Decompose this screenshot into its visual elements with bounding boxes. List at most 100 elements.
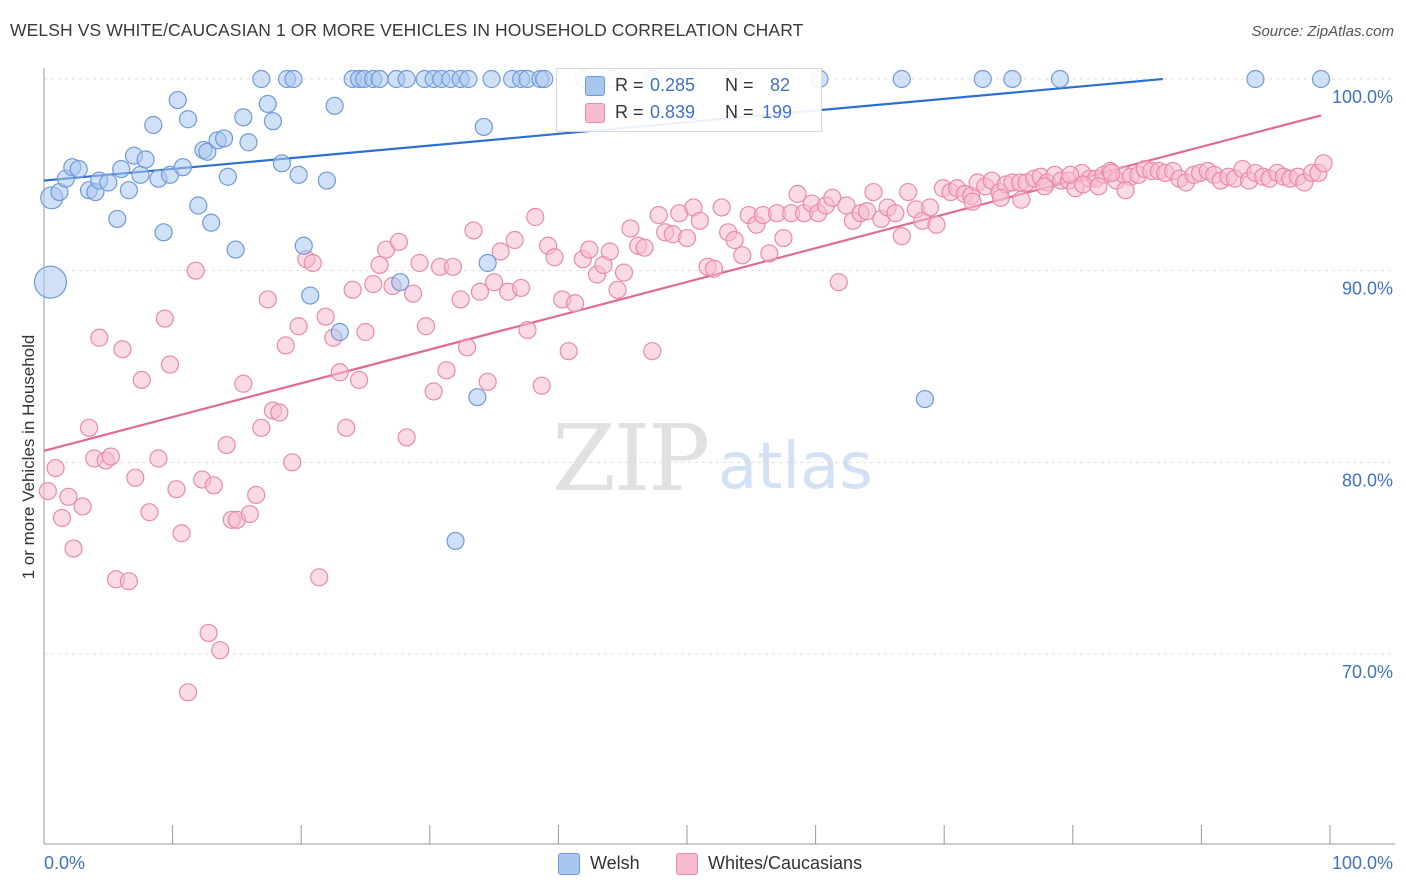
whites-point <box>410 253 429 273</box>
welsh-legend-swatch <box>558 853 580 875</box>
whites-point <box>155 309 174 328</box>
whites-point <box>52 508 72 528</box>
whites-point <box>505 230 524 250</box>
welsh-point <box>1050 69 1070 89</box>
whites-point <box>518 320 537 340</box>
series-whites-caucasians <box>38 154 1333 702</box>
welsh-point <box>112 159 131 179</box>
welsh-point <box>154 223 173 242</box>
whites-point <box>857 202 877 221</box>
whites-point <box>491 242 510 261</box>
whites-point <box>559 342 578 361</box>
whites-point <box>485 273 504 292</box>
whites-point <box>186 261 205 280</box>
whites-point <box>389 232 409 252</box>
whites-point <box>733 246 752 265</box>
whites-point <box>760 244 779 263</box>
welsh-point <box>1311 69 1331 89</box>
welsh-point <box>272 154 292 173</box>
welsh-point <box>468 388 487 407</box>
whites-point <box>424 382 443 401</box>
welsh-point <box>202 213 221 232</box>
whites-point <box>240 504 259 524</box>
whites-point <box>608 280 627 299</box>
whites-point <box>119 572 138 591</box>
whites-point <box>167 480 186 499</box>
whites-point <box>101 447 120 466</box>
whites-point <box>38 481 57 501</box>
whites-point <box>64 539 83 558</box>
whites-point <box>132 370 151 390</box>
legend-whites-n-value: 199 <box>762 102 793 122</box>
welsh-point <box>915 389 935 409</box>
x-tick-label-min: 0.0% <box>44 853 85 873</box>
y-axis-title: 1 or more Vehicles in Household <box>19 335 38 580</box>
welsh-point <box>459 69 478 89</box>
y-tick-label: 80.0% <box>1342 470 1393 490</box>
welsh-point <box>289 165 308 184</box>
source-label: Source: ZipAtlas.com <box>1251 23 1394 40</box>
welsh-point <box>325 96 344 115</box>
whites-point <box>199 623 218 643</box>
whites-point <box>566 294 585 313</box>
whites-point <box>113 340 132 359</box>
whites-point <box>397 428 416 447</box>
whites-point <box>303 253 322 273</box>
welsh-point <box>226 240 245 259</box>
legend-welsh-n-label: N = <box>725 75 754 95</box>
grid-lines <box>44 78 1395 655</box>
whites-point <box>643 342 662 361</box>
whites-point <box>899 182 918 202</box>
legend-whites-r-value: 0.839 <box>650 102 696 122</box>
whites-point <box>451 290 470 309</box>
whites-point <box>635 238 654 257</box>
whites-point <box>330 363 349 382</box>
trend-lines <box>43 77 1322 452</box>
whites-point <box>46 458 65 478</box>
whites-point <box>600 242 619 261</box>
whites-point <box>526 207 545 227</box>
welsh-point <box>136 150 155 169</box>
welsh-point <box>168 90 187 110</box>
welsh-point <box>391 273 410 292</box>
whites-point <box>545 248 564 267</box>
welsh-point <box>263 112 283 131</box>
y-tick-label: 100.0% <box>1332 87 1393 107</box>
watermark-atlas: atlas <box>718 430 873 504</box>
whites-point <box>690 211 709 230</box>
whites-point <box>532 376 551 395</box>
whites-point <box>1035 177 1054 196</box>
welsh-point <box>119 181 138 200</box>
whites-legend-label: Whites/Caucasians <box>708 853 863 873</box>
welsh-point <box>218 167 237 186</box>
whites-point <box>73 497 92 516</box>
whites-point <box>337 418 356 437</box>
whites-point <box>437 361 456 380</box>
whites-point <box>172 524 191 543</box>
whites-point <box>649 205 668 225</box>
whites-point <box>823 188 842 207</box>
welsh-point <box>252 69 271 89</box>
whites-point <box>140 503 159 522</box>
whites-point <box>178 683 198 702</box>
whites-point <box>991 188 1010 207</box>
whites-point <box>403 284 423 303</box>
welsh-point <box>1246 69 1265 89</box>
whites-point <box>963 192 982 211</box>
whites-point <box>349 370 369 390</box>
welsh-point <box>234 108 253 127</box>
welsh-point <box>330 322 349 342</box>
welsh-point <box>108 209 127 229</box>
whites-point <box>310 568 329 587</box>
welsh-legend-label: Welsh <box>590 853 640 873</box>
whites-point <box>416 317 436 336</box>
legend-row-whites: R = 0.839 N = 199 <box>557 100 821 126</box>
series-welsh <box>33 69 1331 551</box>
whites-point <box>1089 177 1108 196</box>
legend-row-welsh: R = 0.285 N = 82 <box>557 73 821 99</box>
whites-point <box>364 274 383 294</box>
welsh-point <box>239 133 258 152</box>
whites-point <box>774 228 793 248</box>
whites-point <box>1116 181 1135 200</box>
